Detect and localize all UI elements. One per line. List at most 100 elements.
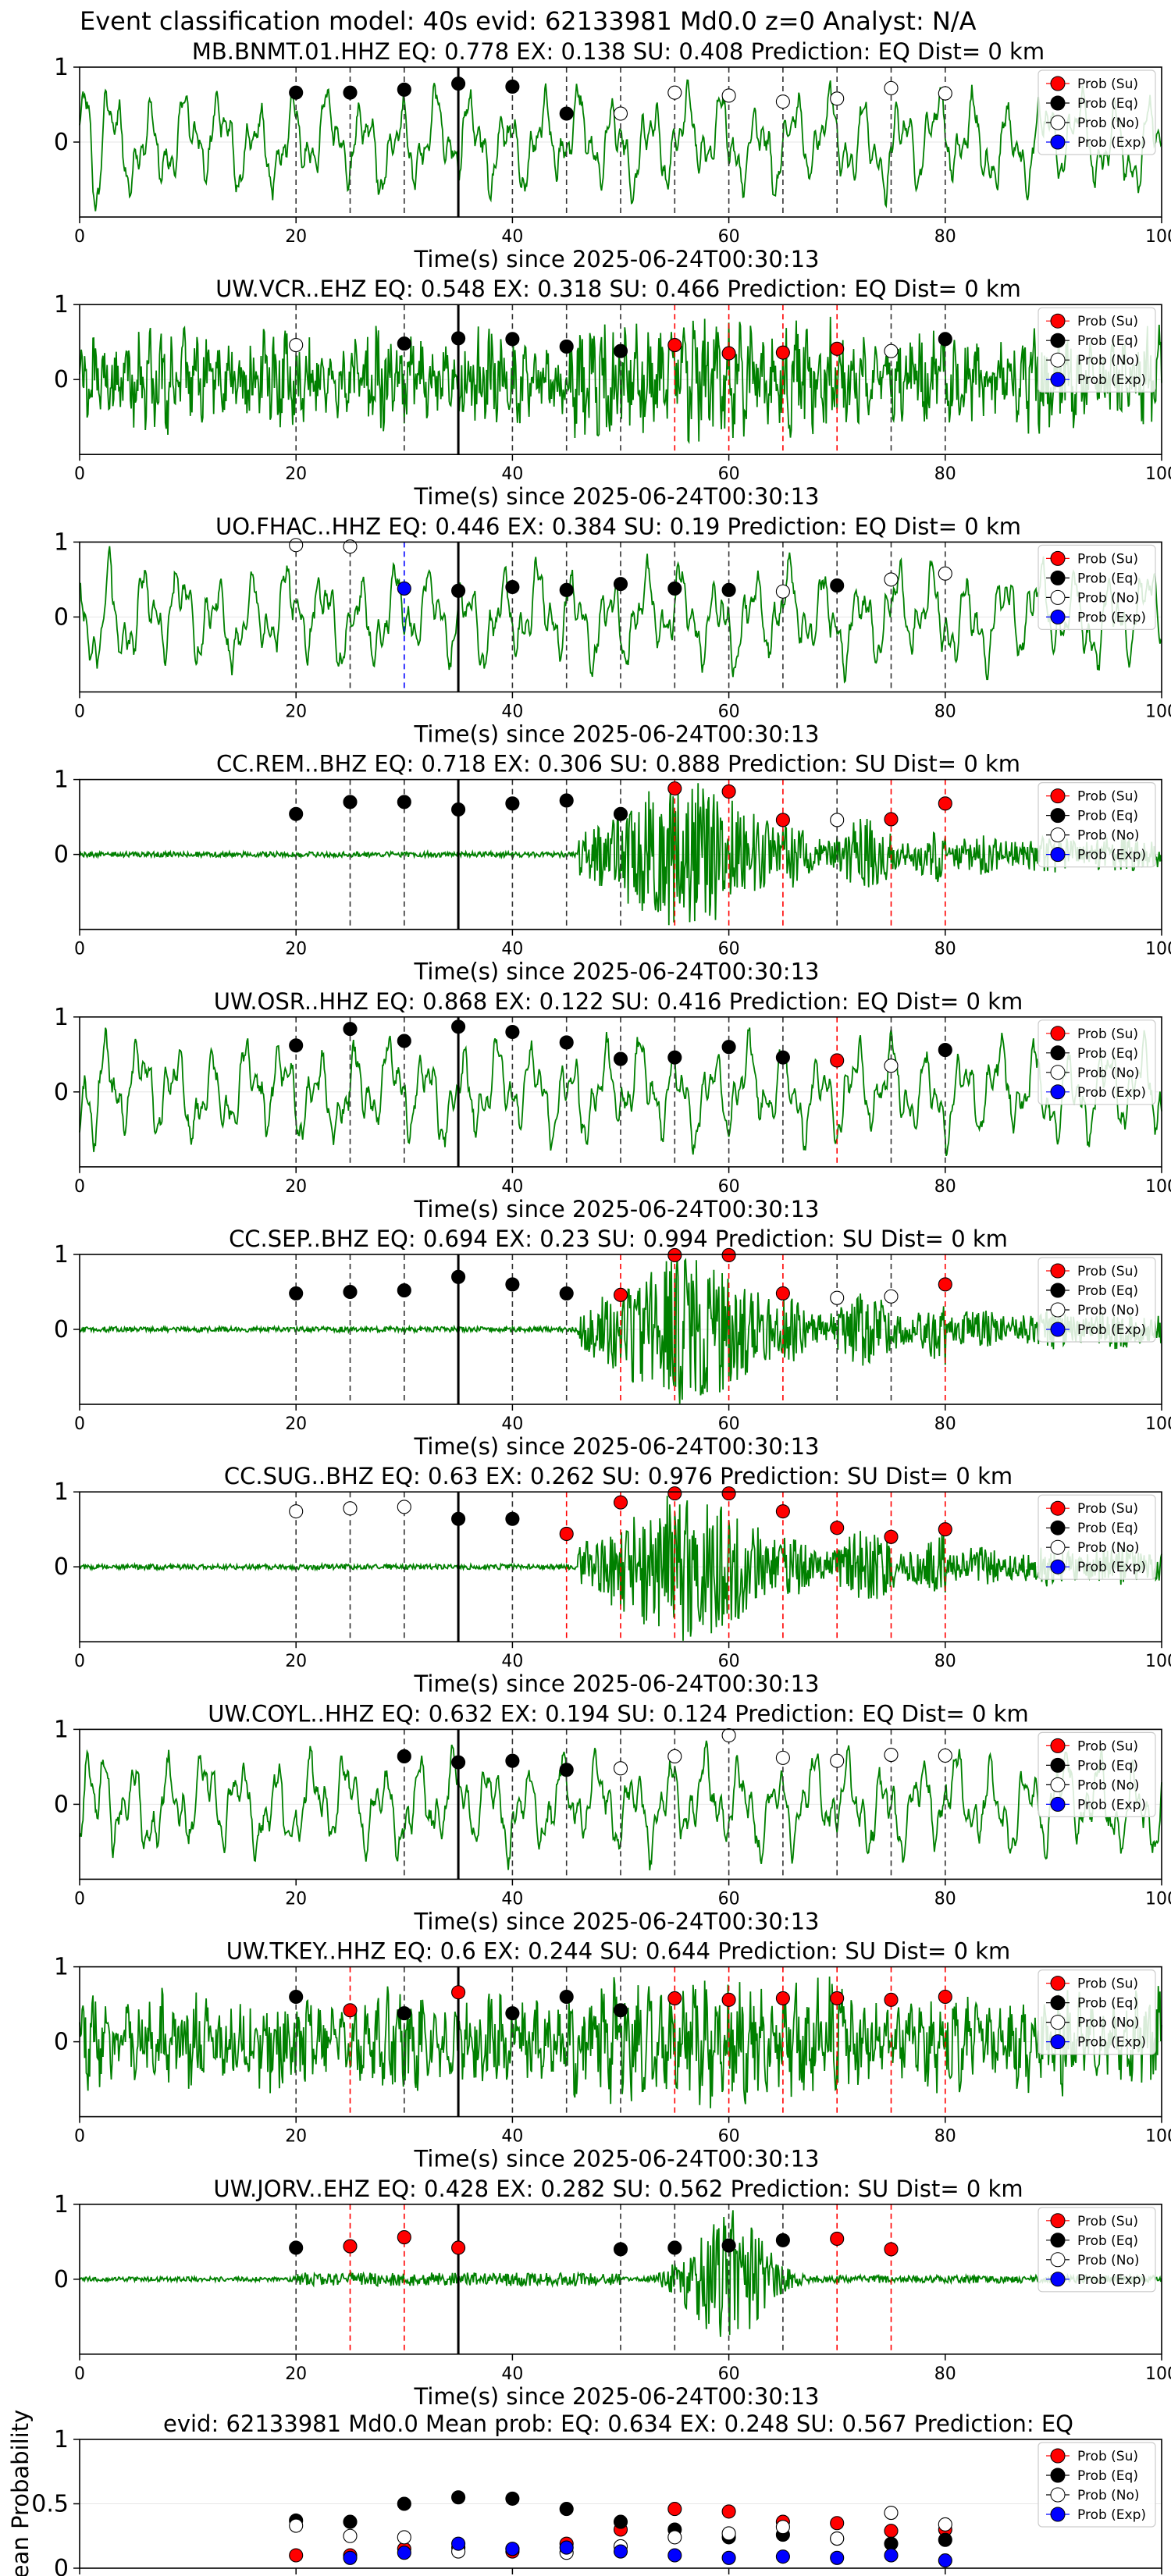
x-tick-label: 20 [285,2364,307,2384]
prob-marker-eq [289,806,304,821]
prob-marker-eq [775,2233,790,2247]
mean-prob-marker-eq [505,2491,520,2506]
legend-label-no: Prob (No) [1077,590,1140,606]
prob-marker-eq [559,1035,574,1050]
prob-marker-eq [343,1284,358,1300]
y-tick-label: 1 [54,291,69,318]
y-tick-label: 0 [54,603,69,631]
panel-2: UW.VCR..EHZ EQ: 0.548 EX: 0.318 SU: 0.46… [54,276,1171,510]
prob-marker-eq [613,577,628,592]
x-tick-label: 0 [74,464,85,484]
x-tick-label: 40 [501,940,523,959]
legend-marker-eq [1050,2233,1066,2248]
panel-10: UW.JORV..EHZ EQ: 0.428 EX: 0.282 SU: 0.5… [54,2176,1171,2410]
prob-marker-eq [397,1749,411,1764]
waveform-trace [79,546,1162,684]
legend-label-su: Prob (Su) [1077,2449,1138,2464]
prob-marker-eq [721,582,736,597]
prob-marker-su [884,2242,899,2257]
panel-7: CC.SUG..BHZ EQ: 0.63 EX: 0.262 SU: 0.976… [54,1463,1171,1697]
prob-marker-no [613,106,628,121]
x-tick-label: 40 [501,2127,523,2147]
x-tick-label: 100 [1145,702,1171,721]
mean-prob-marker-no [721,2526,736,2541]
x-tick-label: 80 [934,1889,956,1909]
legend-marker-exp [1050,134,1066,150]
y-tick-label: 1 [54,2426,69,2453]
prob-marker-su [830,2231,845,2247]
legend-marker-eq [1050,570,1066,585]
panel-title: UW.TKEY..HHZ EQ: 0.6 EX: 0.244 SU: 0.644… [226,1938,1011,1965]
x-tick-label: 80 [934,940,956,959]
x-tick-label: 20 [285,940,307,959]
legend-marker-su [1050,788,1066,804]
prob-marker-su [343,2003,358,2018]
x-tick-label: 40 [501,702,523,721]
mean-prob-marker-exp [343,2550,358,2565]
prob-marker-eq [289,1286,304,1300]
legend-marker-no [1050,1065,1066,1080]
prob-marker-su [884,812,899,827]
legend-label-su: Prob (Su) [1077,1264,1138,1279]
prob-marker-eq [721,2238,736,2253]
legend-label-eq: Prob (Eq) [1077,333,1138,349]
mean-prob-marker-exp [505,2542,520,2556]
mean-prob-marker-exp [721,2550,736,2565]
legend-marker-no [1050,2252,1066,2268]
x-tick-label: 60 [718,1177,740,1197]
y-tick-label: 1 [54,1241,69,1268]
prob-marker-eq [451,802,466,817]
legend-marker-eq [1050,1283,1066,1298]
mean-prob-marker-eq [613,2514,628,2529]
prob-marker-su [938,1989,952,2005]
legend-label-exp: Prob (Exp) [1077,2035,1146,2051]
x-axis-label: Time(s) since 2025-06-24T00:30:13 [414,1908,820,1934]
mean-prob-marker-eq [451,2490,466,2505]
panel-4: CC.REM..BHZ EQ: 0.718 EX: 0.306 SU: 0.88… [54,751,1171,985]
legend-marker-eq [1050,1995,1066,2011]
legend-frame [1038,1731,1156,1817]
legend-marker-exp [1050,1796,1066,1812]
prob-marker-eq [397,2006,411,2021]
mean-prob-marker-exp [775,2549,790,2564]
prob-marker-eq [397,1283,411,1298]
prob-marker-eq [559,1763,574,1777]
legend-marker-su [1050,313,1066,329]
legend: Prob (Su) Prob (Eq) Prob (No) Prob (Exp) [1038,69,1156,155]
x-tick-label: 20 [285,702,307,721]
prob-marker-no [289,1504,304,1519]
mean-prob-marker-no [289,2518,304,2533]
prob-marker-su [451,1985,466,2000]
prob-marker-no [667,1749,682,1764]
x-tick-label: 40 [501,1177,523,1197]
legend: Prob (Su) Prob (Eq) Prob (No) Prob (Exp) [1038,2207,1156,2293]
y-tick-label: 0 [54,1079,69,1106]
x-axis-label: Time(s) since 2025-06-24T00:30:13 [414,2146,820,2172]
prob-marker-no [343,539,358,554]
prob-marker-no [884,343,899,358]
prob-marker-eq [505,1511,520,1526]
prob-marker-eq [451,1511,466,1526]
x-tick-label: 40 [501,227,523,247]
legend-marker-no [1050,1777,1066,1792]
mean-prob-marker-exp [830,2550,845,2565]
x-tick-label: 60 [718,464,740,484]
legend-marker-exp [1050,1084,1066,1100]
mean-prob-marker-su [667,2502,682,2517]
prob-marker-eq [667,581,682,596]
legend-label-exp: Prob (Exp) [1077,610,1146,625]
legend-label-exp: Prob (Exp) [1077,372,1146,388]
x-tick-label: 80 [934,702,956,721]
prob-marker-eq [613,2003,628,2018]
legend-frame [1038,1969,1156,2055]
x-tick-label: 0 [74,227,85,247]
panel-8: UW.COYL..HHZ EQ: 0.632 EX: 0.194 SU: 0.1… [54,1700,1171,1934]
prob-marker-no [397,1500,411,1514]
legend-marker-eq [1050,1520,1066,1535]
mean-prob-marker-no [397,2530,411,2545]
x-tick-label: 80 [934,1177,956,1197]
prob-marker-eq [613,806,628,821]
legend-label-exp: Prob (Exp) [1077,135,1146,151]
legend-label-eq: Prob (Eq) [1077,1283,1138,1299]
prob-marker-su [721,346,736,361]
